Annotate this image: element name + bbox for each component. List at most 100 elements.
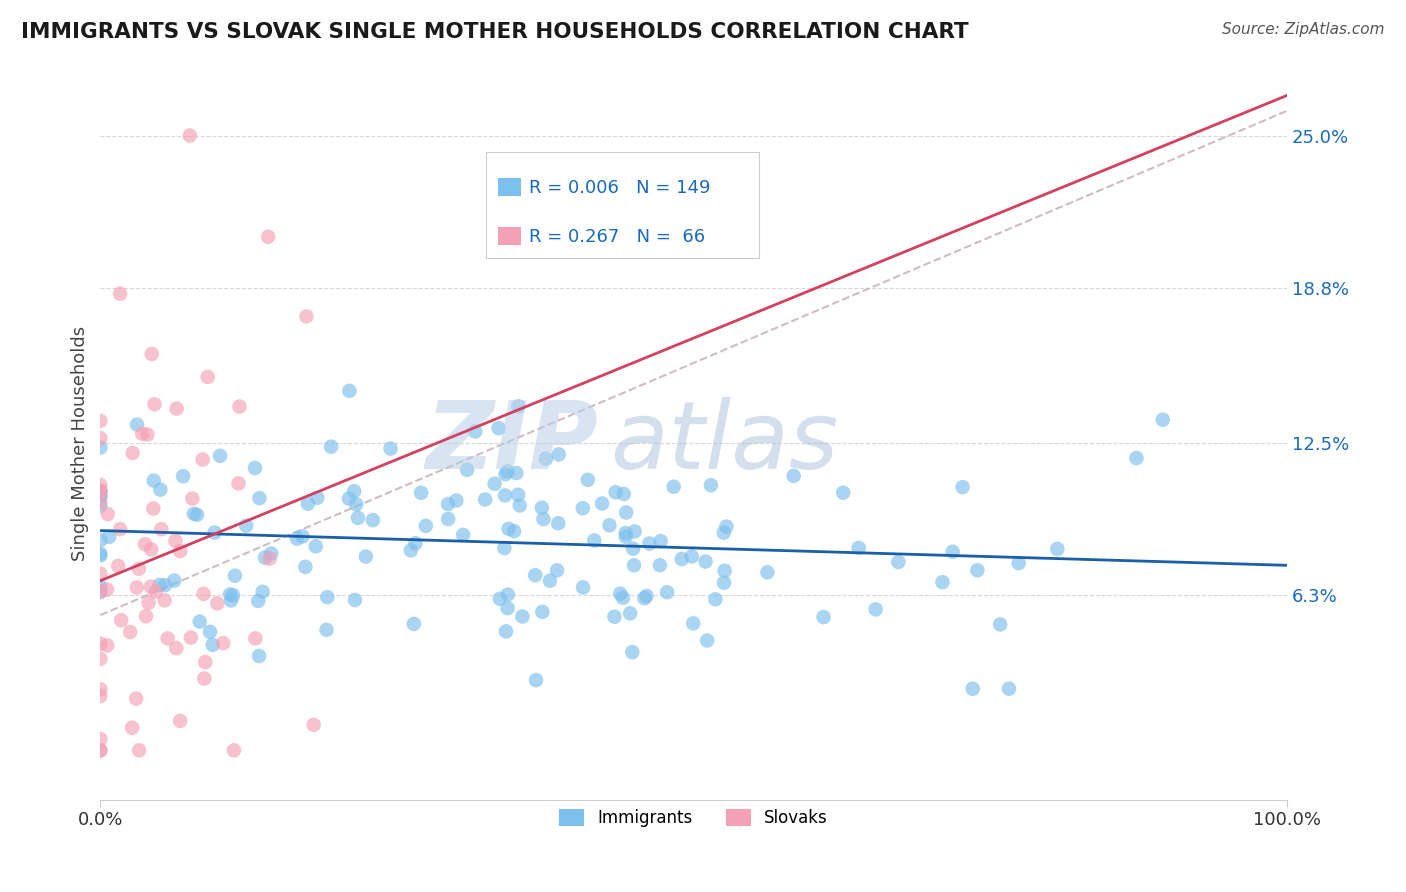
Point — [623, 558, 645, 573]
Point — [145, 584, 167, 599]
Point — [247, 594, 270, 608]
Point — [648, 558, 671, 573]
Point — [222, 588, 245, 602]
Point — [609, 587, 631, 601]
Point — [612, 591, 634, 605]
Point — [343, 484, 366, 499]
Point — [89, 652, 111, 666]
Point — [150, 522, 173, 536]
Point — [576, 473, 599, 487]
Point — [671, 552, 693, 566]
Point — [1008, 556, 1031, 570]
Point — [125, 417, 148, 432]
Point — [464, 425, 486, 439]
Text: ZIP: ZIP — [426, 397, 599, 489]
Point — [488, 421, 510, 435]
Point — [538, 574, 561, 588]
Point — [247, 648, 270, 663]
Point — [530, 500, 553, 515]
Point — [166, 401, 188, 416]
Point — [495, 624, 517, 639]
Point — [495, 467, 517, 482]
Point — [302, 718, 325, 732]
Point — [89, 483, 111, 498]
Point — [402, 616, 425, 631]
Point — [179, 128, 201, 143]
Point — [716, 519, 738, 533]
Point — [547, 447, 569, 461]
Point — [89, 732, 111, 747]
Point — [156, 632, 179, 646]
Point — [128, 562, 150, 576]
Point — [409, 485, 432, 500]
Point — [456, 463, 478, 477]
Point — [1152, 413, 1174, 427]
Point — [337, 491, 360, 506]
Point — [153, 593, 176, 607]
Point — [865, 602, 887, 616]
Point — [474, 492, 496, 507]
Point — [136, 427, 159, 442]
Point — [228, 476, 250, 491]
Point — [619, 607, 641, 621]
Point — [962, 681, 984, 696]
Point — [533, 512, 555, 526]
Point — [321, 440, 343, 454]
Point — [621, 645, 644, 659]
Point — [508, 399, 530, 413]
Text: atlas: atlas — [610, 398, 839, 489]
Point — [315, 623, 337, 637]
Point — [96, 639, 118, 653]
Point — [339, 384, 361, 398]
Point — [713, 575, 735, 590]
Point — [484, 476, 506, 491]
Point — [89, 547, 111, 561]
Point — [623, 524, 645, 539]
Point — [591, 496, 613, 510]
Point — [89, 414, 111, 428]
Point — [297, 497, 319, 511]
Point — [848, 541, 870, 555]
Point — [89, 549, 111, 563]
Point — [89, 478, 111, 492]
Point — [437, 512, 460, 526]
Point — [139, 580, 162, 594]
Text: IMMIGRANTS VS SLOVAK SINGLE MOTHER HOUSEHOLDS CORRELATION CHART: IMMIGRANTS VS SLOVAK SINGLE MOTHER HOUSE… — [21, 22, 969, 42]
Point — [107, 558, 129, 573]
Point — [655, 585, 678, 599]
Point — [494, 488, 516, 502]
Point — [120, 625, 142, 640]
Point — [1046, 541, 1069, 556]
Point — [496, 601, 519, 615]
Point — [998, 681, 1021, 696]
Point — [125, 581, 148, 595]
Point — [198, 624, 221, 639]
Point — [219, 587, 242, 601]
Point — [343, 593, 366, 607]
Point — [138, 596, 160, 610]
Point — [89, 499, 111, 513]
Point — [813, 610, 835, 624]
Point — [235, 518, 257, 533]
Point — [257, 229, 280, 244]
Point — [153, 578, 176, 592]
Legend: Immigrants, Slovaks: Immigrants, Slovaks — [553, 803, 835, 834]
Point — [291, 529, 314, 543]
Point — [347, 511, 370, 525]
Point — [253, 550, 276, 565]
Point — [488, 591, 510, 606]
Point — [782, 468, 804, 483]
Point — [361, 513, 384, 527]
Point — [988, 617, 1011, 632]
Point — [134, 537, 156, 551]
Point — [89, 584, 111, 599]
Point — [294, 559, 316, 574]
Point — [572, 581, 595, 595]
Point — [446, 493, 468, 508]
Point — [613, 487, 636, 501]
Y-axis label: Single Mother Households: Single Mother Households — [72, 326, 89, 560]
Point — [534, 451, 557, 466]
Point — [531, 605, 554, 619]
Point — [89, 533, 111, 548]
Point — [135, 609, 157, 624]
